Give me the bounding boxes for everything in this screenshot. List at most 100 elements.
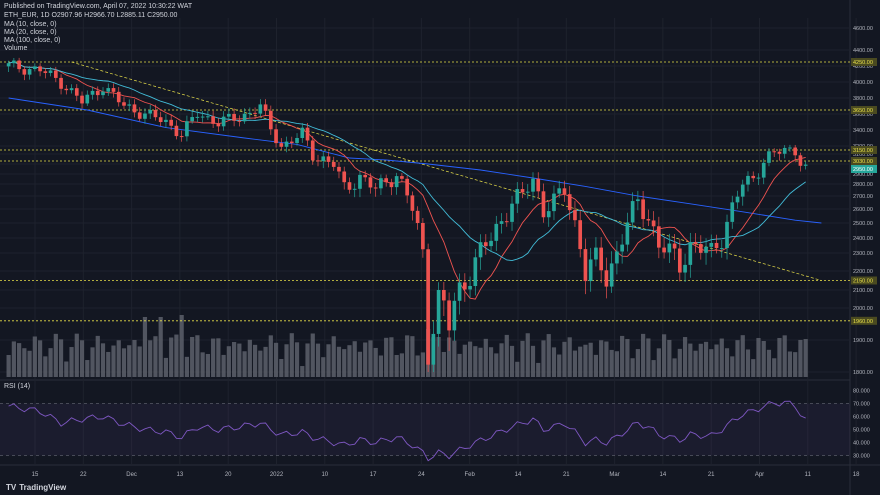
y-tick-label: 2200.00 xyxy=(853,269,873,275)
volume-bar xyxy=(79,340,85,377)
volume-bar xyxy=(11,341,16,377)
legend-ma10[interactable]: MA (10, close, 0) xyxy=(4,21,57,28)
volume-bar xyxy=(525,333,530,377)
y-tick-label: 3400.00 xyxy=(853,128,873,134)
candle-body xyxy=(389,182,394,188)
volume-bar xyxy=(90,347,95,377)
y-tick-label: 2000.00 xyxy=(853,306,873,312)
x-tick-label: Mar xyxy=(609,472,619,478)
volume-bar xyxy=(127,345,132,377)
candle-body xyxy=(331,161,336,167)
volume-bar xyxy=(273,342,279,377)
volume-bar xyxy=(782,335,787,377)
volume-bar xyxy=(174,334,179,377)
volume-bar xyxy=(148,340,153,377)
volume-bar xyxy=(462,344,467,377)
volume-bar xyxy=(289,333,294,377)
candle-body xyxy=(80,95,84,104)
volume-bar xyxy=(95,335,100,377)
candle-body xyxy=(53,70,58,78)
candle-body xyxy=(148,110,153,114)
volume-bar xyxy=(420,352,425,377)
level-label: 3150.00 xyxy=(853,148,873,154)
candle-body xyxy=(164,119,168,122)
volume-bar xyxy=(111,345,116,377)
ma20-line xyxy=(8,61,806,262)
candle-body xyxy=(64,88,69,91)
candle-body xyxy=(677,248,682,273)
candle-body xyxy=(698,244,703,253)
candle-body xyxy=(237,120,242,122)
candle-body xyxy=(588,259,593,282)
candle-body xyxy=(310,140,315,161)
x-tick-label: 22 xyxy=(80,472,87,478)
volume-bar xyxy=(646,338,651,377)
candle-body xyxy=(206,116,210,118)
volume-bar xyxy=(43,356,48,377)
x-tick-label: Feb xyxy=(465,472,476,478)
candle-body xyxy=(667,243,672,253)
legend-ma20[interactable]: MA (20, close, 0) xyxy=(4,29,57,36)
volume-bar xyxy=(410,336,415,377)
candle-body xyxy=(12,60,16,64)
volume-bar xyxy=(137,346,142,377)
volume-bar xyxy=(74,333,79,377)
candle-body xyxy=(85,94,90,104)
candle-body xyxy=(777,151,782,154)
candle-body xyxy=(279,143,284,147)
candle-body xyxy=(274,129,278,144)
y-tick-label: 3800.00 xyxy=(853,96,873,102)
candle-body xyxy=(342,171,347,183)
candle-body xyxy=(268,110,273,130)
legend-volume[interactable]: Volume xyxy=(4,45,28,52)
tradingview-brand[interactable]: TV TradingView xyxy=(6,483,66,492)
volume-bar xyxy=(735,340,740,377)
y-tick-label: 1900.00 xyxy=(853,338,873,344)
volume-bar xyxy=(169,337,174,377)
volume-bar xyxy=(384,337,389,377)
volume-bar xyxy=(588,342,593,377)
candle-body xyxy=(457,282,462,301)
x-tick-label: Apr xyxy=(755,472,764,478)
candle-body xyxy=(541,191,546,218)
volume-bar xyxy=(179,315,184,377)
x-tick-label: 14 xyxy=(660,472,667,478)
volume-bar xyxy=(688,343,693,377)
candle-body xyxy=(347,182,352,190)
volume-bar xyxy=(572,350,578,377)
rsi-tick-label: 50.000 xyxy=(853,428,870,434)
x-tick-label: 21 xyxy=(708,472,715,478)
candle-body xyxy=(384,178,389,183)
candle-body xyxy=(242,113,247,122)
rsi-tick-label: 40.000 xyxy=(853,441,870,447)
candle-body xyxy=(756,177,761,179)
legend-ma100[interactable]: MA (100, close, 0) xyxy=(4,37,61,44)
candle-body xyxy=(468,286,472,290)
candle-body xyxy=(59,77,63,89)
volume-bar xyxy=(300,366,305,377)
candle-body xyxy=(788,147,792,149)
volume-bar xyxy=(342,349,347,377)
volume-bar xyxy=(457,353,462,377)
legend-rsi[interactable]: RSI (14) xyxy=(4,383,31,390)
volume-bar xyxy=(730,356,735,377)
candle-body xyxy=(43,71,48,73)
candle-body xyxy=(221,116,226,127)
volume-bar xyxy=(651,360,656,377)
y-tick-label: 3100.00 xyxy=(853,152,873,158)
volume-bar xyxy=(682,337,688,377)
volume-bar xyxy=(27,350,32,377)
volume-bar xyxy=(326,344,331,377)
volume-bar xyxy=(48,348,53,377)
volume-bar xyxy=(677,348,682,377)
volume-bar xyxy=(772,358,777,377)
symbol-ohlc-line[interactable]: ETH_EUR, 1D O2907.96 H2966.70 L2885.11 C… xyxy=(4,12,178,19)
y-tick-label: 4600.00 xyxy=(853,26,873,32)
volume-bar xyxy=(441,351,446,377)
candle-body xyxy=(69,88,74,91)
candle-body xyxy=(782,147,787,154)
level-tag xyxy=(851,106,877,114)
volume-bar xyxy=(567,337,572,377)
volume-bar xyxy=(106,351,111,377)
